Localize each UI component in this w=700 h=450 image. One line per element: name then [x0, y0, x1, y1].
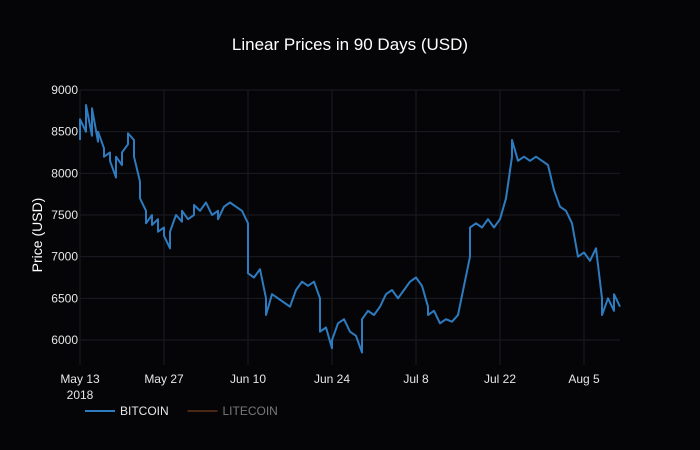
- x-tick-label: Aug 5: [568, 372, 600, 386]
- y-tick-label: 6500: [51, 291, 78, 305]
- y-tick-label: 8500: [51, 125, 78, 139]
- x-tick-sublabel: 2018: [67, 388, 94, 402]
- chart-title: Linear Prices in 90 Days (USD): [232, 35, 468, 54]
- y-tick-label: 7500: [51, 208, 78, 222]
- grid-lines: [79, 89, 620, 365]
- y-tick-label: 7000: [51, 250, 78, 264]
- x-tick-label: Jul 8: [403, 372, 429, 386]
- x-tick-label: May 13: [60, 372, 100, 386]
- x-axis-ticks: May 13 2018 May 27 Jun 10 Jun 24 Jul 8 Jul 22 A…: [60, 372, 600, 402]
- x-tick-label: Jun 24: [314, 372, 350, 386]
- y-tick-label: 6000: [51, 333, 78, 347]
- legend-label: LITECOIN: [223, 404, 278, 418]
- series-lines: [79, 104, 621, 354]
- y-axis-ticks: 6000 6500 7000 7500 8000 8500 9000: [51, 83, 78, 347]
- legend-item-litecoin[interactable]: LITECOIN: [187, 404, 278, 418]
- series-line-bitcoin: [79, 104, 621, 354]
- legend-item-bitcoin[interactable]: BITCOIN: [85, 404, 169, 418]
- legend-label: BITCOIN: [120, 404, 169, 418]
- x-tick-label: Jul 22: [484, 372, 516, 386]
- x-tick-label: May 27: [144, 372, 184, 386]
- y-tick-label: 9000: [51, 83, 78, 97]
- y-tick-label: 8000: [51, 166, 78, 180]
- x-tick-label: Jun 10: [230, 372, 266, 386]
- legend[interactable]: BITCOIN LITECOIN: [85, 404, 278, 418]
- y-axis-label: Price (USD): [29, 198, 45, 273]
